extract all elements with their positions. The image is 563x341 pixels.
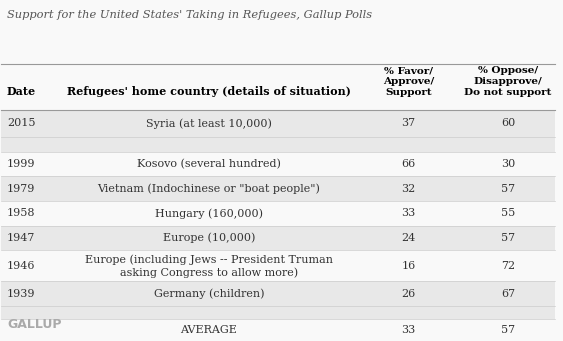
Text: 57: 57 [501, 233, 515, 243]
Text: 67: 67 [501, 289, 515, 299]
Bar [1, 250, 555, 281]
Text: 66: 66 [401, 159, 415, 169]
Text: 33: 33 [401, 208, 415, 218]
Text: 1958: 1958 [7, 208, 35, 218]
Text: Support for the United States' Taking in Refugees, Gallup Polls: Support for the United States' Taking in… [7, 10, 372, 20]
Text: 32: 32 [401, 183, 415, 194]
Text: 55: 55 [501, 208, 515, 218]
Text: 2015: 2015 [7, 118, 35, 129]
Text: GALLUP: GALLUP [7, 318, 61, 331]
Text: 24: 24 [401, 233, 415, 243]
Bar [1, 109, 555, 137]
Text: Europe (including Jews -- President Truman
asking Congress to allow more): Europe (including Jews -- President Trum… [85, 254, 333, 278]
Bar [1, 176, 555, 201]
Text: 60: 60 [501, 118, 515, 129]
Text: 72: 72 [501, 261, 515, 271]
Bar [1, 151, 555, 176]
Text: Date: Date [7, 86, 36, 97]
Text: Germany (children): Germany (children) [154, 288, 264, 299]
Text: 1999: 1999 [7, 159, 35, 169]
Text: AVERAGE: AVERAGE [181, 325, 238, 336]
Text: % Favor/
Approve/
Support: % Favor/ Approve/ Support [383, 66, 434, 98]
Bar [1, 319, 555, 341]
Bar [1, 64, 555, 109]
Bar [1, 306, 555, 319]
Text: 1946: 1946 [7, 261, 35, 271]
Text: Vietnam (Indochinese or "boat people"): Vietnam (Indochinese or "boat people") [97, 183, 320, 194]
Bar [1, 281, 555, 306]
Bar [1, 201, 555, 226]
Text: 33: 33 [401, 325, 415, 336]
Text: 16: 16 [401, 261, 415, 271]
Text: 1979: 1979 [7, 183, 35, 194]
Bar [1, 226, 555, 250]
Text: Hungary (160,000): Hungary (160,000) [155, 208, 263, 219]
Text: % Oppose/
Disapprove/
Do not support: % Oppose/ Disapprove/ Do not support [464, 66, 552, 98]
Text: 37: 37 [401, 118, 415, 129]
Text: Refugees' home country (details of situation): Refugees' home country (details of situa… [67, 86, 351, 97]
Text: 30: 30 [501, 159, 515, 169]
Text: Syria (at least 10,000): Syria (at least 10,000) [146, 118, 272, 129]
Bar [1, 137, 555, 151]
Text: 1939: 1939 [7, 289, 35, 299]
Text: 57: 57 [501, 325, 515, 336]
Text: 1947: 1947 [7, 233, 35, 243]
Text: Europe (10,000): Europe (10,000) [163, 233, 255, 243]
Text: 57: 57 [501, 183, 515, 194]
Text: 26: 26 [401, 289, 415, 299]
Text: Kosovo (several hundred): Kosovo (several hundred) [137, 159, 281, 169]
